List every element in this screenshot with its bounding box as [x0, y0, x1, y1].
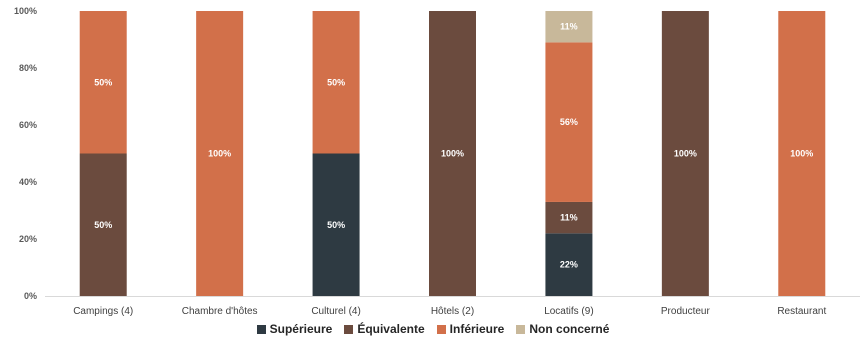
legend-swatch — [344, 324, 354, 334]
bar-segment — [778, 11, 826, 296]
bar-segment — [312, 153, 360, 296]
bar-segment — [312, 11, 360, 154]
x-tick-label: Locatifs (9) — [544, 306, 593, 317]
data-labels-group: 50% 50% 100% 50% 50% 100% 22% 11% 56% 11% 100% 100% — [94, 22, 813, 270]
data-label: 11% — [560, 213, 578, 223]
bar-segment — [545, 42, 593, 202]
legend-swatch — [256, 324, 266, 334]
bar-segment — [545, 233, 593, 296]
bar-segment — [79, 11, 127, 154]
data-label: 50% — [94, 77, 112, 87]
x-tick-label: Campings (4) — [73, 306, 133, 317]
legend-label: Non concerné — [529, 322, 610, 336]
x-tick-label: Producteur — [661, 306, 711, 317]
x-tick-label: Restaurant — [777, 306, 826, 317]
bar-segment — [661, 11, 709, 296]
y-tick-label: 80% — [19, 63, 37, 73]
y-tick-label: 100% — [14, 6, 37, 16]
y-tick-label: 0% — [24, 291, 37, 301]
legend-swatch — [436, 324, 446, 334]
bar-segment — [545, 201, 593, 234]
data-label: 50% — [94, 220, 112, 230]
data-label: 50% — [327, 77, 345, 87]
data-label: 100% — [208, 149, 231, 159]
data-label: 56% — [560, 117, 578, 127]
legend-label: Équivalente — [357, 322, 425, 336]
legend-swatch — [516, 324, 526, 334]
data-label: 11% — [560, 22, 578, 32]
data-label: 100% — [790, 149, 813, 159]
legend-item-equivalente: Équivalente — [344, 322, 425, 336]
y-tick-label: 60% — [19, 120, 37, 130]
legend-item-inferieure: Inférieure — [436, 322, 505, 336]
x-tick-label: Hôtels (2) — [431, 306, 474, 317]
bar-segment — [545, 11, 593, 43]
bars-group — [79, 11, 826, 296]
data-label: 22% — [560, 260, 578, 270]
y-axis: 0% 20% 40% 60% 80% 100% — [14, 6, 37, 301]
legend-label: Supérieure — [269, 322, 333, 336]
y-tick-label: 20% — [19, 234, 37, 244]
x-axis: Campings (4) Chambre d'hôtes Culturel (4) H… — [45, 296, 860, 317]
y-tick-label: 40% — [19, 177, 37, 187]
bar-segment — [429, 11, 476, 296]
data-label: 100% — [674, 149, 697, 159]
legend-label: Inférieure — [449, 322, 505, 336]
x-tick-label: Culturel (4) — [311, 306, 360, 317]
legend-item-non-concerne: Non concerné — [516, 322, 609, 336]
data-label: 100% — [441, 149, 464, 159]
legend-item-superieure: Supérieure — [256, 322, 333, 336]
data-label: 50% — [327, 220, 345, 230]
legend: Supérieure Équivalente Inférieure Non co… — [0, 322, 866, 336]
bar-segment — [79, 153, 127, 296]
bar-segment — [196, 11, 244, 296]
x-tick-label: Chambre d'hôtes — [182, 306, 258, 317]
